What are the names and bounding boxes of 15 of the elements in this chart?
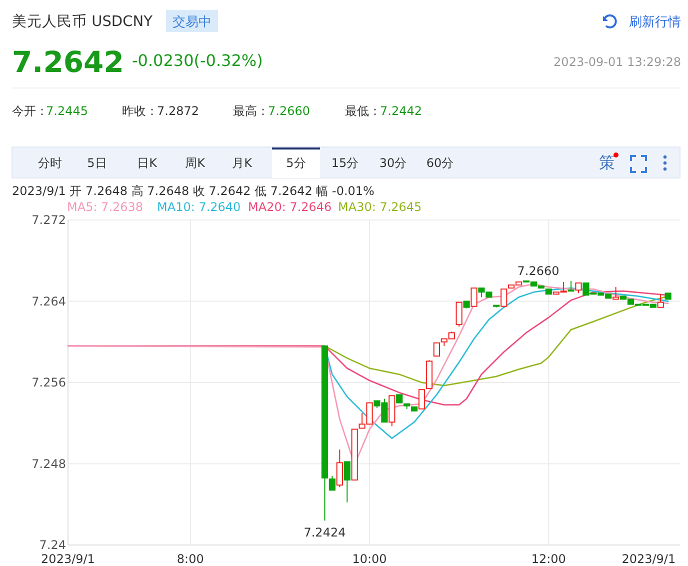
x-tick-label: 2023/9/1 xyxy=(622,552,676,566)
y-tick-label: 7.248 xyxy=(32,456,66,471)
legend: MA5: 7.2638 MA10: 7.2640 MA20: 7.2646 MA30: 7.2645 xyxy=(67,200,422,214)
annotation: 7.2660 xyxy=(517,264,560,278)
x-tick-label: 2023/9/1 xyxy=(41,552,95,566)
x-tick-label: 12:00 xyxy=(531,552,566,566)
x-tick-label: 10:00 xyxy=(352,552,387,566)
y-tick-label: 7.24 xyxy=(39,538,66,552)
y-tick-label: 7.264 xyxy=(32,294,66,308)
x-tick-label: 8:00 xyxy=(176,552,204,566)
header: 美元人民币 USDCNY 交易中 刷新行情 7.2642 -0.0230(-0.32%) 2023-09-01 13:29:28 今开：7.2445 昨收：7.2872 最高：7.2660 最低：7.2442 分时 5日 日K 周K 月K 5分 15分 30分 60分 策 2023/9/1 开 7.2648 高 7.2648 收 7.2642 低 7.2642 幅 -0.01% xyxy=(12,10,682,198)
y-tick-label: 7.256 xyxy=(32,376,66,390)
y-tick-label: 7.272 xyxy=(32,213,66,227)
chart-title: 美元人民币 USDCNY xyxy=(12,13,153,30)
annotation: 7.2424 xyxy=(304,526,346,540)
